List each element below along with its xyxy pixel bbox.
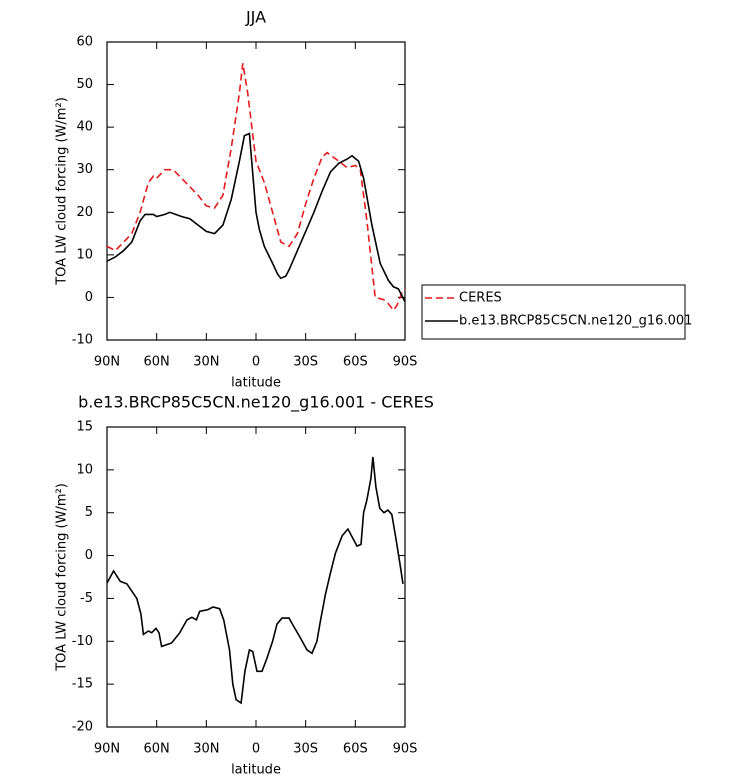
y-tick-label: 50 bbox=[76, 77, 93, 92]
y-tick-label: -20 bbox=[72, 720, 93, 735]
x-tick-label: 0 bbox=[252, 742, 260, 757]
legend-box bbox=[421, 284, 686, 340]
chart-title: JJA bbox=[245, 8, 266, 27]
x-tick-label: 60S bbox=[343, 742, 368, 757]
x-tick-label: 60N bbox=[144, 355, 170, 370]
y-axis-label: TOA LW cloud forcing (W/m²) bbox=[55, 483, 70, 672]
legend-label: b.e13.BRCP85C5CN.ne120_g16.001 bbox=[459, 314, 692, 329]
data-line bbox=[106, 456, 404, 705]
data-line bbox=[106, 63, 406, 312]
x-tick-label: 90S bbox=[393, 355, 418, 370]
y-tick-label: -15 bbox=[72, 677, 93, 692]
y-tick-label: 10 bbox=[76, 247, 93, 262]
y-tick-label: 15 bbox=[76, 420, 93, 435]
x-tick-label: 30N bbox=[193, 355, 219, 370]
y-tick-label: -10 bbox=[72, 634, 93, 649]
y-tick-label: -5 bbox=[80, 591, 93, 606]
y-tick-label: 0 bbox=[85, 548, 93, 563]
y-tick-label: 60 bbox=[76, 35, 93, 50]
y-axis-label: TOA LW cloud forcing (W/m²) bbox=[55, 97, 70, 286]
legend-label: CERES bbox=[459, 291, 502, 306]
plot-frame bbox=[106, 41, 406, 341]
x-tick-label: 90N bbox=[94, 355, 120, 370]
x-tick-label: 30S bbox=[293, 742, 318, 757]
y-tick-label: 0 bbox=[85, 290, 93, 305]
y-tick-label: 40 bbox=[76, 120, 93, 135]
y-tick-label: 5 bbox=[85, 505, 93, 520]
x-axis-label: latitude bbox=[231, 376, 281, 391]
x-tick-label: 30S bbox=[293, 355, 318, 370]
x-tick-label: 90S bbox=[393, 742, 418, 757]
x-tick-label: 30N bbox=[193, 742, 219, 757]
chart-title: b.e13.BRCP85C5CN.ne120_g16.001 - CERES bbox=[78, 393, 434, 413]
x-tick-label: 0 bbox=[252, 355, 260, 370]
plot-frame bbox=[106, 426, 406, 728]
x-axis-label: latitude bbox=[231, 763, 281, 778]
x-tick-label: 90N bbox=[94, 742, 120, 757]
y-tick-label: 20 bbox=[76, 205, 93, 220]
y-tick-label: 30 bbox=[76, 162, 93, 177]
y-tick-label: -10 bbox=[72, 333, 93, 348]
x-tick-label: 60S bbox=[343, 355, 368, 370]
y-tick-label: 10 bbox=[76, 462, 93, 477]
data-line bbox=[106, 132, 406, 303]
x-tick-label: 60N bbox=[144, 742, 170, 757]
